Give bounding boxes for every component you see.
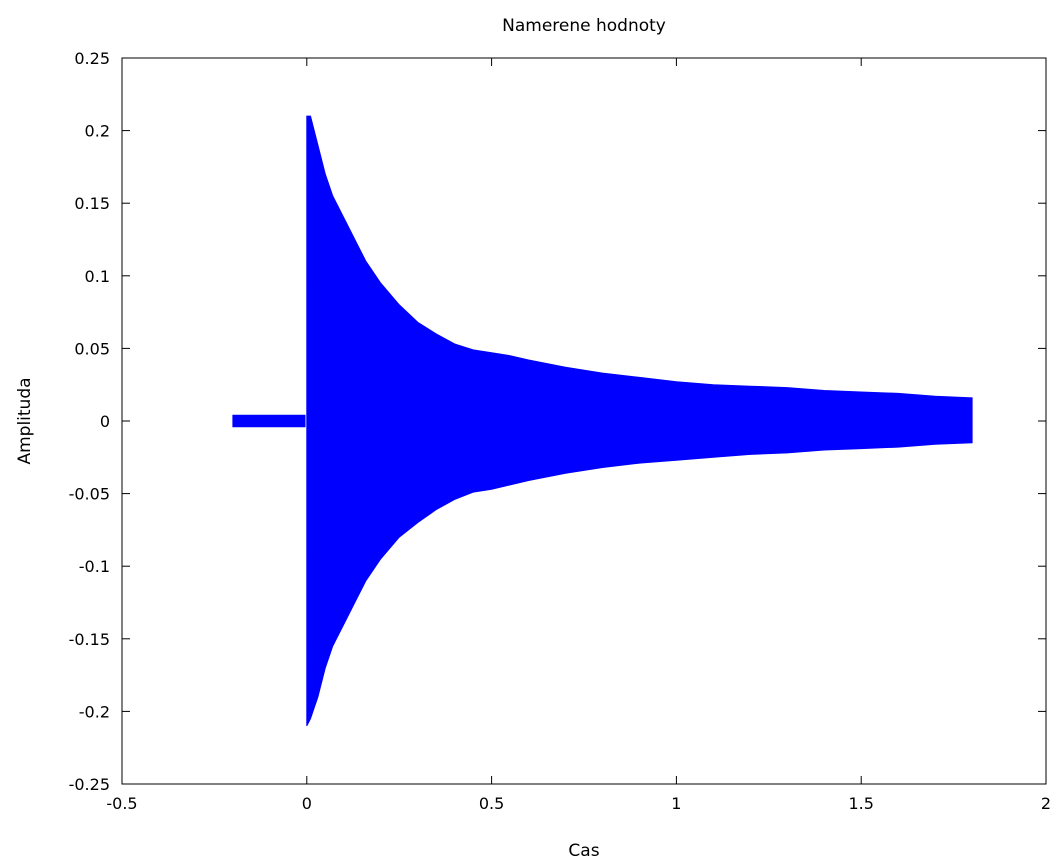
x-axis-title: Cas: [568, 841, 599, 861]
x-tick-label: 0.5: [479, 794, 504, 813]
y-tick-label: 0.05: [74, 339, 110, 358]
tick-layer: -0.5 0 0.5 1 1.5 2 -0.25 -0.2 -0.15 -0.1 -0.05 0 0.0…: [69, 49, 1052, 813]
y-tick-label: -0.25: [69, 775, 110, 794]
y-tick-label: -0.2: [79, 702, 110, 721]
x-tick-label: 0: [302, 794, 312, 813]
y-tick-label: -0.1: [79, 557, 110, 576]
y-tick-label: 0: [100, 412, 110, 431]
data-layer: [232, 115, 973, 727]
x-tick-label: 2: [1041, 794, 1051, 813]
x-tick-label: -0.5: [106, 794, 137, 813]
signal-band-0-1: [306, 115, 973, 727]
signal-band-0-0: [232, 414, 306, 428]
y-tick-label: 0.25: [74, 49, 110, 68]
y-axis-title: Amplituda: [15, 377, 35, 464]
y-tick-label: 0.15: [74, 194, 110, 213]
y-tick-label: -0.15: [69, 630, 110, 649]
y-tick-label: -0.05: [69, 485, 110, 504]
x-tick-label: 1: [671, 794, 681, 813]
y-tick-label: 0.2: [85, 122, 110, 141]
chart-title: Namerene hodnoty: [502, 16, 666, 36]
x-tick-label: 1.5: [848, 794, 873, 813]
y-tick-label: 0.1: [85, 267, 110, 286]
